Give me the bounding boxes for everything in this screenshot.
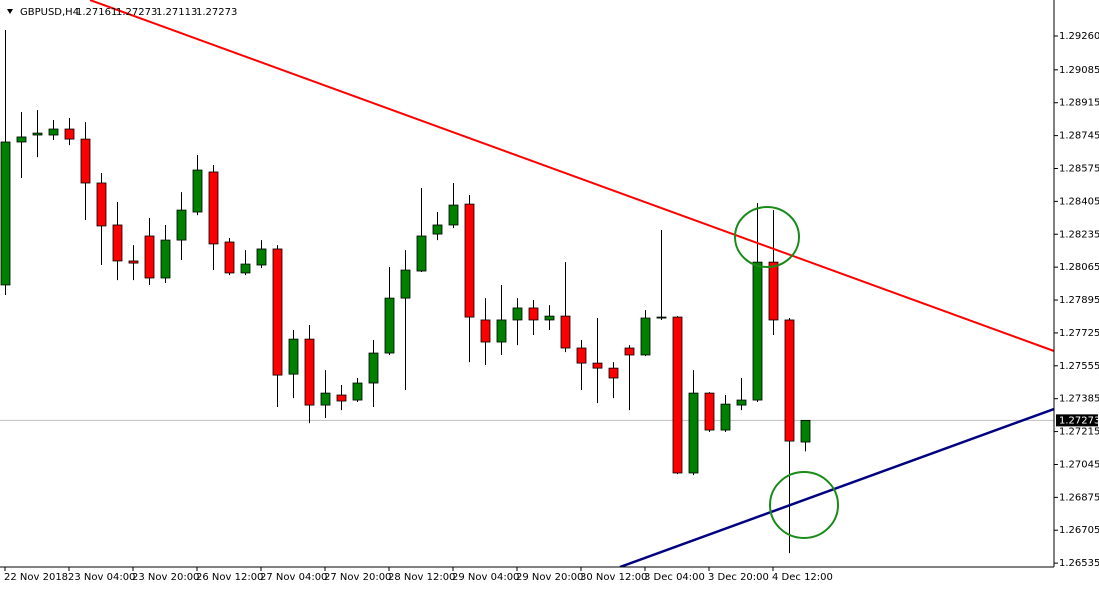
candle-body xyxy=(416,235,427,272)
candle-body xyxy=(368,352,379,384)
candle-body xyxy=(320,392,331,406)
x-tick-label: 30 Nov 12:00 xyxy=(580,572,647,583)
candle-body xyxy=(32,132,43,136)
x-tick-label: 3 Dec 20:00 xyxy=(708,572,769,583)
y-tick-label: 1.28915 xyxy=(1059,98,1099,109)
candle-body xyxy=(576,347,587,364)
x-tick-label: 4 Dec 12:00 xyxy=(772,572,833,583)
y-tick-label: 1.27555 xyxy=(1059,361,1099,372)
candle-body xyxy=(384,297,395,354)
symbol-label: GBPUSD,H4 xyxy=(20,7,79,18)
candle-body xyxy=(480,319,491,343)
candle-body xyxy=(448,204,459,226)
y-tick-label: 1.28235 xyxy=(1059,229,1099,240)
candle-body xyxy=(400,269,411,299)
candle-body xyxy=(176,209,187,241)
candle-body xyxy=(224,241,235,274)
candle-body xyxy=(640,317,651,356)
candle-body xyxy=(272,248,283,376)
candle-body xyxy=(304,338,315,406)
candle-body xyxy=(608,367,619,379)
x-tick-label: 29 Nov 20:00 xyxy=(516,572,583,583)
x-tick-label: 23 Nov 20:00 xyxy=(132,572,199,583)
highlight-circle xyxy=(769,471,839,539)
y-tick-label: 1.28065 xyxy=(1059,262,1099,273)
highlight-circle xyxy=(734,206,800,268)
y-tick-label: 1.28745 xyxy=(1059,131,1099,142)
y-tick-label: 1.26535 xyxy=(1059,558,1099,569)
candle-body xyxy=(80,138,91,184)
header-value: 1.27161 xyxy=(76,7,117,18)
x-tick-label: 22 Nov 2018 xyxy=(4,572,68,583)
candle-body xyxy=(768,261,779,321)
candle-body xyxy=(256,248,267,266)
candle-body xyxy=(240,263,251,274)
header-value: 1.27113 xyxy=(156,7,197,18)
candle-body xyxy=(592,362,603,369)
candle-body xyxy=(784,319,795,442)
last-price-box xyxy=(1056,414,1098,427)
candle-body xyxy=(192,169,203,213)
x-tick-label: 29 Nov 04:00 xyxy=(452,572,519,583)
header-value: 1.27273 xyxy=(116,7,157,18)
candle-body xyxy=(464,203,475,318)
resistance-trendline xyxy=(89,0,1054,352)
candle-body xyxy=(96,182,107,227)
support-trendline xyxy=(619,407,1054,567)
candle-body xyxy=(0,141,11,286)
x-tick-label: 27 Nov 04:00 xyxy=(260,572,327,583)
candle-body xyxy=(704,392,715,431)
candle-body xyxy=(800,419,811,443)
candle-body xyxy=(144,235,155,279)
candle-body xyxy=(720,403,731,431)
candle-body xyxy=(544,315,555,321)
x-tick-label: 26 Nov 12:00 xyxy=(196,572,263,583)
header-value: 1.27273 xyxy=(196,7,237,18)
plot-area xyxy=(0,29,1054,554)
candle-body xyxy=(672,316,683,474)
candle-body xyxy=(688,392,699,474)
candle-body xyxy=(656,316,667,319)
candle-body xyxy=(624,347,635,356)
candle-body xyxy=(752,261,763,401)
annotations xyxy=(89,0,1054,567)
y-tick-label: 1.28575 xyxy=(1059,163,1099,174)
candle-body xyxy=(208,171,219,245)
y-tick-label: 1.26875 xyxy=(1059,492,1099,503)
candle-body xyxy=(16,136,27,143)
y-tick-label: 1.28405 xyxy=(1059,196,1099,207)
last-price-label: 1.27273 xyxy=(1059,415,1099,426)
x-tick-label: 3 Dec 04:00 xyxy=(644,572,705,583)
candle-body xyxy=(352,382,363,401)
candle-body xyxy=(560,315,571,349)
y-tick-label: 1.27045 xyxy=(1059,459,1099,470)
candle-body xyxy=(512,307,523,321)
candle-body xyxy=(160,239,171,279)
candle-body xyxy=(528,307,539,321)
y-tick-label: 1.26705 xyxy=(1059,525,1099,536)
y-tick-label: 1.29085 xyxy=(1059,65,1099,76)
y-tick-label: 1.27385 xyxy=(1059,394,1099,405)
menu-arrow[interactable] xyxy=(7,9,13,14)
candle-body xyxy=(496,319,507,343)
y-tick-label: 1.27725 xyxy=(1059,328,1099,339)
y-tick-label: 1.27215 xyxy=(1059,427,1099,438)
x-tick-label: 28 Nov 12:00 xyxy=(388,572,455,583)
x-tick-label: 27 Nov 20:00 xyxy=(324,572,391,583)
candle-body xyxy=(112,224,123,262)
y-tick-label: 1.29260 xyxy=(1059,31,1099,42)
candle-body xyxy=(64,128,75,140)
candle-body xyxy=(48,128,59,136)
candle-body xyxy=(128,260,139,264)
candle-body xyxy=(432,224,443,235)
candle-body xyxy=(288,338,299,375)
y-tick-label: 1.27895 xyxy=(1059,295,1099,306)
x-tick-label: 23 Nov 04:00 xyxy=(68,572,135,583)
candle-body xyxy=(736,399,747,406)
candle-body xyxy=(336,394,347,402)
